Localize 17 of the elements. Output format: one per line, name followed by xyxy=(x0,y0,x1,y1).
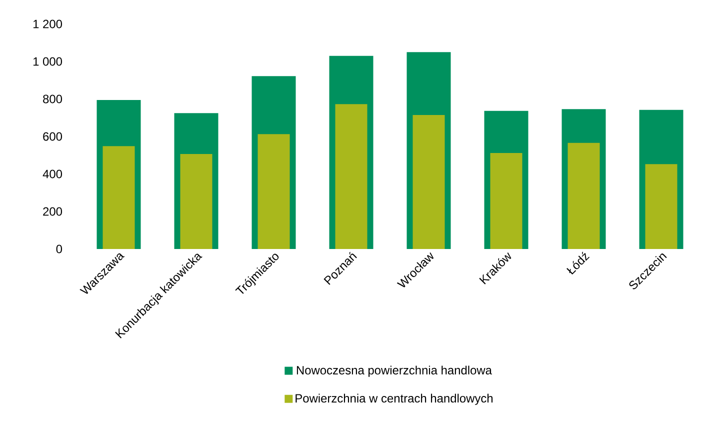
y-tick-label: 200 xyxy=(43,207,62,216)
y-tick-label: 800 xyxy=(43,94,62,104)
legend-label: Nowoczesna powierzchnia handlowa xyxy=(296,366,492,377)
y-tick-label: 1 000 xyxy=(33,57,62,66)
bar xyxy=(412,114,445,250)
y-tick-label: 600 xyxy=(43,132,62,141)
legend-label: Powierzchnia w centrach handlowych xyxy=(296,394,493,405)
y-tick-label: 400 xyxy=(42,170,62,178)
bar xyxy=(568,142,600,250)
y-tick-label: 0 xyxy=(56,244,62,254)
bar xyxy=(102,146,135,250)
y-tick-label: 1 200 xyxy=(33,20,62,28)
bar xyxy=(335,104,368,250)
bar xyxy=(490,153,522,250)
bar xyxy=(258,134,290,250)
bar xyxy=(180,154,212,250)
bar xyxy=(645,164,678,250)
